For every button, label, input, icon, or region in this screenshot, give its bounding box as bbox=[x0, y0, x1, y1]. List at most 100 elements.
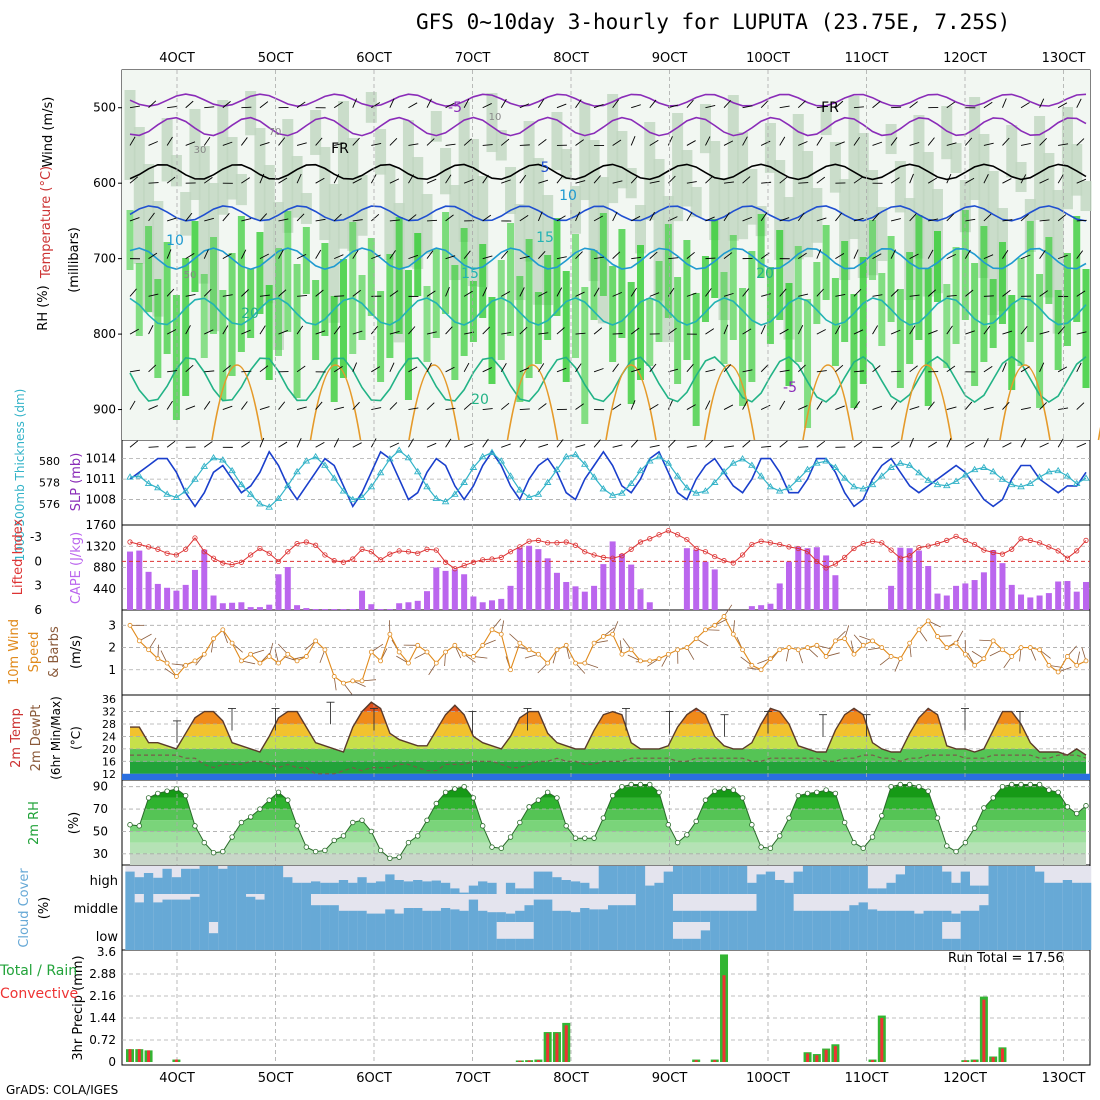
li-point bbox=[610, 555, 616, 561]
rh-band bbox=[412, 157, 424, 269]
cloud-cell bbox=[478, 910, 488, 922]
wind-barb bbox=[389, 362, 395, 373]
rh-band bbox=[514, 204, 526, 301]
li-point bbox=[554, 540, 560, 546]
rh-band bbox=[423, 286, 431, 362]
isotherm-label: 15 bbox=[536, 230, 554, 246]
li-point bbox=[721, 558, 727, 564]
cloud-cell bbox=[589, 909, 600, 922]
wind-barb bbox=[890, 249, 896, 259]
wind-barb bbox=[222, 365, 231, 373]
cloud-cell bbox=[608, 866, 618, 894]
wind-barb bbox=[890, 289, 899, 297]
thickness-point bbox=[460, 478, 468, 485]
cloud-cell bbox=[366, 922, 377, 950]
cloud-cell bbox=[793, 922, 804, 950]
thickness-point bbox=[915, 468, 923, 476]
wind-barb bbox=[482, 408, 493, 410]
cloud-cell bbox=[227, 922, 238, 950]
cloud-cell bbox=[840, 922, 850, 950]
wind-barb bbox=[203, 441, 213, 448]
rh-band bbox=[766, 267, 774, 344]
wind-barb bbox=[204, 329, 214, 335]
wind-speed-point bbox=[619, 651, 625, 657]
cloud-cell bbox=[292, 922, 303, 950]
wind-barb bbox=[1020, 174, 1027, 184]
rh-band bbox=[442, 212, 450, 314]
wind-speed-point bbox=[1046, 662, 1052, 668]
wind-speed-point bbox=[740, 647, 745, 653]
rh-band bbox=[130, 809, 1086, 821]
li-point bbox=[1018, 536, 1024, 542]
cloud-cell bbox=[301, 882, 312, 894]
cloud-bg bbox=[580, 866, 591, 894]
thickness-point bbox=[859, 485, 868, 492]
wind-barb bbox=[482, 326, 491, 335]
rh-point bbox=[368, 828, 375, 835]
cape-bar bbox=[191, 569, 198, 610]
cloud-cell bbox=[171, 922, 182, 950]
wind-barb bbox=[482, 287, 488, 297]
li-point bbox=[387, 551, 393, 557]
wind-barb bbox=[797, 212, 805, 222]
rh-point bbox=[1064, 804, 1071, 810]
wind-speed-point bbox=[294, 658, 300, 664]
y-tick-label-upper: 600 bbox=[93, 176, 116, 190]
wind-barb bbox=[779, 176, 788, 184]
rh-band bbox=[1045, 237, 1053, 304]
cape-bar bbox=[1073, 591, 1080, 610]
li-point bbox=[842, 554, 848, 560]
cloud-bg bbox=[784, 866, 795, 894]
wind-barb bbox=[334, 406, 345, 410]
wind-barb bbox=[185, 100, 194, 109]
cloud-cell bbox=[793, 871, 804, 894]
wind-barb bbox=[1002, 249, 1009, 259]
cloud-cell bbox=[747, 882, 758, 894]
cloud-bg bbox=[366, 894, 377, 922]
wind-speed-point bbox=[860, 642, 866, 648]
wind-barb bbox=[593, 215, 604, 222]
cloud-cell bbox=[171, 877, 182, 894]
wind-barb bbox=[909, 101, 918, 109]
rh-band bbox=[1054, 290, 1062, 370]
wind-barb bbox=[185, 364, 194, 373]
cape-bar bbox=[591, 585, 598, 610]
rh-band bbox=[989, 279, 997, 348]
rh-band bbox=[822, 225, 830, 300]
cloud-cell bbox=[422, 881, 433, 894]
wind-barb bbox=[185, 293, 196, 297]
wind-barb bbox=[296, 437, 302, 448]
rh-point bbox=[647, 781, 653, 788]
wind-barb bbox=[872, 325, 879, 335]
cape-bar bbox=[1045, 593, 1052, 610]
cloud-cell bbox=[403, 908, 414, 922]
cloud-cell bbox=[320, 905, 331, 922]
thickness-point bbox=[571, 450, 580, 458]
thickness-point bbox=[840, 474, 849, 481]
cloud-cell bbox=[496, 938, 507, 950]
wind-barb bbox=[203, 401, 211, 410]
cape-bar bbox=[173, 590, 180, 610]
cloud-bg bbox=[496, 922, 507, 950]
wind-barb bbox=[965, 289, 974, 297]
wind-speed-point bbox=[471, 654, 476, 659]
wind-barb bbox=[760, 364, 769, 373]
wind-speed-point bbox=[897, 656, 903, 662]
rh-point bbox=[554, 795, 560, 801]
precip-conv-bar bbox=[963, 1060, 967, 1062]
wind-barb bbox=[612, 403, 622, 410]
cloud-bg bbox=[942, 894, 953, 922]
rh-point bbox=[739, 795, 746, 801]
cloud-bg bbox=[691, 894, 702, 922]
rh-point bbox=[433, 800, 439, 807]
wind-barb bbox=[798, 446, 809, 448]
cloud-cell bbox=[478, 922, 488, 950]
cloud-cell bbox=[218, 922, 229, 950]
li-point bbox=[1083, 537, 1089, 543]
wind-speed-point bbox=[758, 667, 764, 673]
cloud-cell bbox=[1025, 866, 1036, 894]
wind-barb bbox=[352, 330, 363, 335]
thickness-tick-label: 578 bbox=[39, 477, 60, 490]
isotherm-label: 10 bbox=[559, 188, 577, 204]
rh-point bbox=[962, 839, 969, 846]
